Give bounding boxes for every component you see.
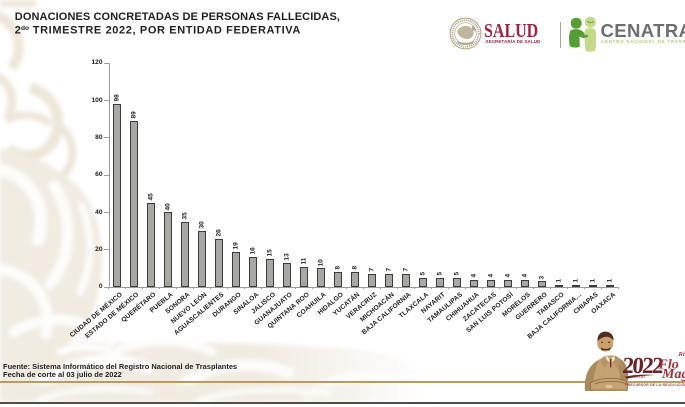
svg-text:Ri: Ri — [678, 351, 685, 358]
svg-text:2022: 2022 — [622, 352, 664, 378]
svg-text:PRECURSOR DE LA REVOLUCIÓN M: PRECURSOR DE LA REVOLUCIÓN M — [625, 382, 685, 387]
svg-text:Flo: Flo — [658, 357, 679, 372]
svg-text:Año de: Año de — [632, 374, 646, 379]
svg-text:Mag: Mag — [661, 367, 685, 382]
